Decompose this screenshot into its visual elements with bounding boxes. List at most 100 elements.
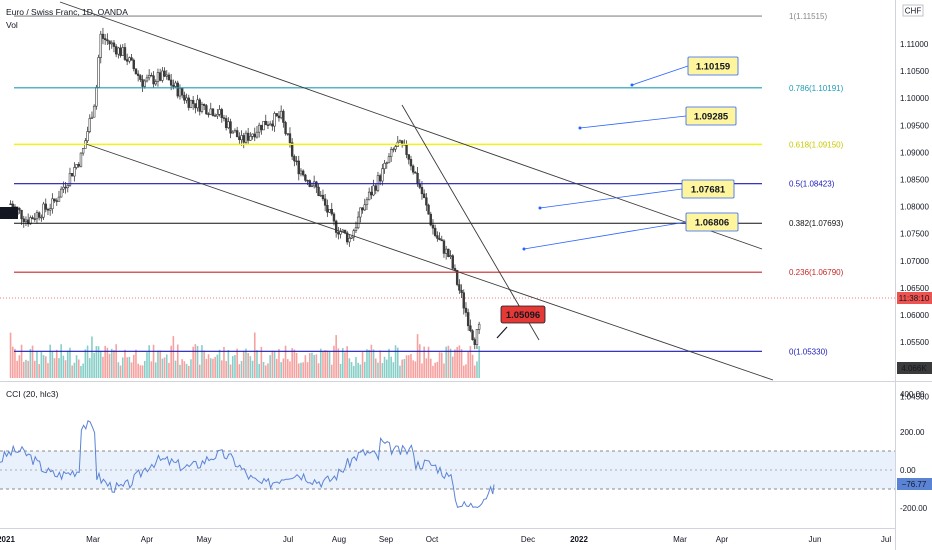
candle-body: [405, 144, 408, 155]
price-tick-label: 1.10500: [900, 67, 929, 76]
volume-bar: [449, 348, 452, 378]
volume-bar: [370, 344, 373, 378]
candle-body: [147, 74, 151, 79]
candle-body: [466, 312, 470, 327]
volume-bar: [308, 353, 311, 378]
volume-bar: [88, 358, 91, 378]
volume-bar: [258, 363, 260, 378]
volume-bar: [38, 364, 40, 378]
candle-body: [473, 339, 476, 345]
volume-bar: [465, 364, 467, 378]
candle-body: [444, 248, 448, 254]
volume-label: Vol: [6, 20, 18, 30]
candle-body: [227, 121, 230, 129]
price-tick-label: 1.07000: [900, 257, 929, 266]
candle-body: [288, 133, 292, 143]
time-tick-label: Jun: [809, 535, 822, 544]
volume-bar: [357, 362, 359, 378]
callout-leader: [523, 221, 687, 250]
volume-bar: [443, 363, 445, 378]
volume-bar: [209, 358, 212, 378]
candle-body: [70, 173, 74, 177]
volume-bar: [458, 345, 461, 378]
candle-body: [462, 292, 465, 309]
candle-body: [310, 185, 314, 187]
price-tick-label: 1.08500: [900, 176, 929, 185]
callout-anchor: [578, 126, 582, 130]
callout-label: 1.06806: [695, 218, 729, 229]
candle-body: [178, 88, 182, 97]
volume-bar: [328, 351, 331, 378]
candle-body: [363, 204, 366, 211]
currency-label: CHF: [905, 7, 922, 16]
volume-bar: [9, 332, 12, 378]
volume-bar: [322, 351, 324, 378]
volume-bar: [469, 346, 472, 378]
candle-body: [422, 193, 426, 199]
callout-box: [681, 179, 735, 199]
volume-bar: [71, 365, 73, 378]
candle-body: [326, 204, 329, 213]
volume-bar: [456, 346, 458, 378]
cci-tick-label: 0.00: [900, 466, 916, 475]
volume-bar: [238, 364, 241, 378]
time-tick-label: 2021: [0, 535, 15, 544]
fib-retracement[interactable]: 1(1.11515) 0.786(1.10191) 0.618(1.09150) 0.…: [0, 12, 895, 356]
volume-bar: [225, 361, 227, 378]
candles: [9, 27, 481, 350]
time-tick-label: Jul: [881, 535, 891, 544]
volume-bar: [62, 355, 65, 378]
volume-bar: [66, 350, 69, 378]
volume-bar: [418, 344, 421, 378]
candle-body: [183, 94, 186, 101]
candle-body: [436, 235, 439, 239]
fib-label: 0.5(1.08423): [789, 180, 835, 189]
candle-body: [211, 108, 215, 116]
candle-body: [257, 124, 261, 133]
target-leader: [496, 326, 508, 339]
volume-bar: [124, 349, 126, 378]
volume-bar: [190, 359, 192, 378]
candle-body: [286, 133, 289, 135]
volume-bar: [412, 360, 414, 378]
time-badge-label: 11:38:10: [899, 294, 930, 303]
candle-body: [194, 103, 197, 109]
volume-bar: [462, 365, 465, 378]
candle-body: [108, 40, 111, 45]
candle-body: [169, 79, 173, 86]
price-tick-label: 1.09500: [900, 121, 929, 130]
volume-bar: [262, 361, 265, 378]
candle-body: [449, 255, 452, 257]
candle-body: [209, 108, 212, 115]
volume-bar: [227, 349, 230, 378]
candle-body: [376, 175, 380, 191]
volume-bar: [143, 360, 146, 378]
volume-bar: [64, 360, 67, 378]
volume-bar: [473, 365, 476, 378]
candle-body: [293, 156, 296, 162]
candle-body: [447, 248, 450, 257]
candle-body: [213, 115, 217, 117]
candle-body: [66, 185, 69, 189]
volume-bar: [170, 345, 172, 378]
trendlines[interactable]: [59, 1, 774, 381]
candle-body: [235, 130, 239, 138]
volume-bar: [339, 363, 342, 378]
candle-body: [64, 186, 67, 189]
candle-body: [297, 160, 300, 175]
volume-bar: [291, 348, 293, 378]
candle-body: [354, 227, 358, 231]
price-callouts[interactable]: 1.10159 1.09285 1.07681 1.06806 1.05096: [496, 56, 739, 339]
volume-bar: [300, 362, 302, 378]
candle-body: [317, 186, 320, 196]
candle-body: [152, 75, 155, 85]
volume-bar: [429, 358, 432, 378]
callout-anchor: [522, 247, 526, 251]
volume-bar: [95, 346, 98, 378]
volume-bar: [203, 350, 205, 378]
volume-bar: [194, 344, 197, 378]
candle-body: [389, 149, 393, 157]
volume-bar: [16, 360, 18, 378]
candle-body: [18, 207, 21, 211]
